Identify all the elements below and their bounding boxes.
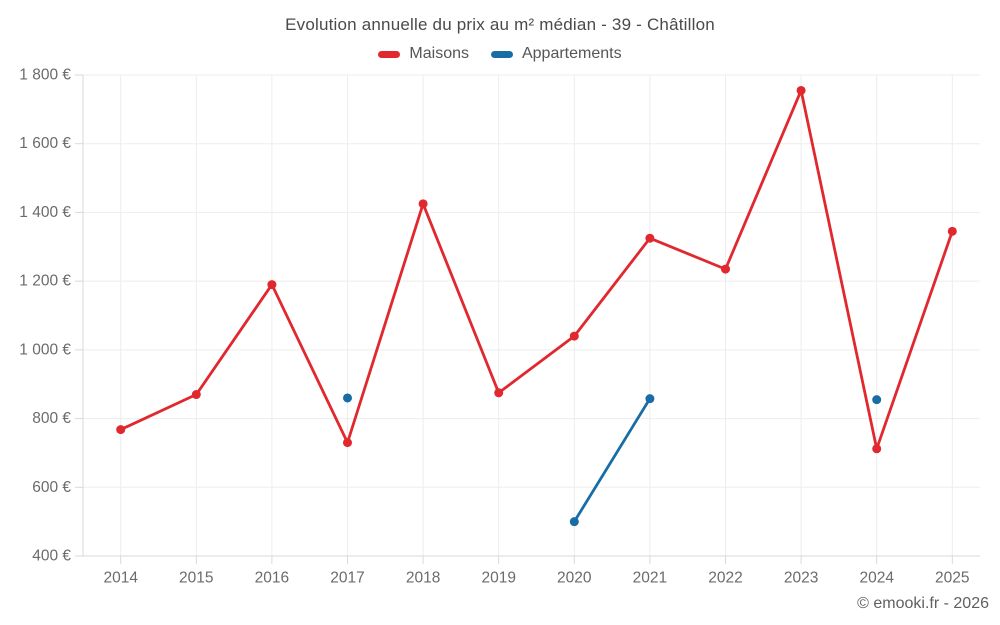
point-maisons-2020[interactable] — [569, 331, 579, 341]
chart-title: Evolution annuelle du prix au m² médian … — [285, 15, 715, 34]
x-tick-label: 2015 — [179, 570, 213, 587]
point-maisons-2016[interactable] — [267, 280, 277, 290]
copyright: © emooki.fr - 2026 — [857, 595, 989, 612]
legend-label-appartements: Appartements — [521, 45, 622, 62]
y-tick-label: 1 800 € — [19, 67, 71, 84]
point-maisons-2014[interactable] — [116, 425, 126, 435]
y-tick-label: 1 600 € — [19, 135, 71, 152]
chart-legend: Maisons Appartements — [0, 45, 1000, 63]
series-appartements-line — [572, 397, 652, 524]
x-tick-label: 2018 — [406, 570, 440, 587]
x-tick-label: 2020 — [557, 570, 592, 587]
x-tick-label: 2023 — [784, 570, 818, 587]
y-tick-label: 1 400 € — [19, 204, 71, 221]
y-tick-label: 400 € — [32, 548, 71, 565]
legend-item-maisons[interactable]: Maisons — [378, 45, 469, 63]
point-maisons-2018[interactable] — [418, 199, 428, 209]
x-tick-label: 2016 — [255, 570, 289, 587]
point-maisons-2022[interactable] — [721, 264, 730, 274]
x-tick-label: 2024 — [859, 570, 894, 587]
maisons-swatch-icon — [378, 50, 401, 58]
legend-label-maisons: Maisons — [409, 45, 469, 62]
point-appartements-2021[interactable] — [645, 394, 655, 404]
point-maisons-2015[interactable] — [191, 390, 201, 400]
point-maisons-2024[interactable] — [872, 444, 882, 454]
y-tick-label: 800 € — [32, 410, 71, 427]
series-maisons-line — [119, 89, 954, 451]
appartements-swatch-icon — [490, 50, 513, 58]
x-tick-label: 2019 — [481, 570, 515, 587]
x-tick-label: 2025 — [935, 570, 969, 587]
x-tick-label: 2021 — [633, 570, 667, 587]
point-maisons-2025[interactable] — [947, 226, 957, 236]
point-maisons-2017[interactable] — [343, 438, 352, 448]
y-tick-label: 1 000 € — [19, 341, 71, 358]
point-appartements-2020[interactable] — [569, 517, 579, 527]
x-tick-label: 2017 — [330, 570, 364, 587]
x-tick-label: 2022 — [708, 570, 742, 587]
legend-item-appartements[interactable]: Appartements — [490, 45, 622, 63]
point-appartements-2024[interactable] — [872, 395, 882, 405]
point-maisons-2019[interactable] — [494, 388, 504, 398]
y-tick-label: 600 € — [32, 479, 71, 496]
y-tick-label: 1 200 € — [19, 273, 71, 290]
point-maisons-2021[interactable] — [645, 233, 655, 243]
x-tick-label: 2014 — [103, 570, 138, 587]
point-appartements-2017[interactable] — [343, 393, 352, 403]
point-maisons-2023[interactable] — [796, 85, 806, 95]
